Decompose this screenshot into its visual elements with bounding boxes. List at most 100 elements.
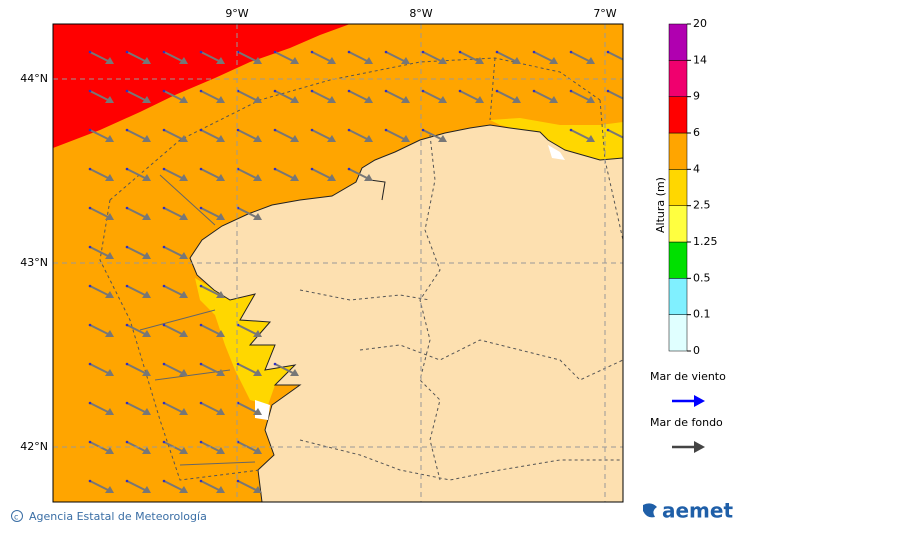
lon-label: 7°W (593, 7, 616, 20)
wind-dot (162, 245, 166, 249)
swell-arrow (163, 246, 185, 258)
swell-head (438, 135, 447, 142)
swell-arrow (126, 168, 148, 180)
swell-head (179, 252, 188, 259)
legend-label: Mar de fondo (650, 416, 723, 429)
swell-arrow (89, 363, 111, 375)
swell-head (142, 135, 151, 142)
colorbar-band (668, 314, 688, 352)
wind-dot (199, 89, 203, 93)
swell-head (216, 408, 225, 415)
colorbar-band (668, 132, 688, 170)
swell-head (105, 291, 114, 298)
swell-head (253, 57, 262, 64)
swell-head (179, 96, 188, 103)
swell-head (253, 408, 262, 415)
swell-arrow (163, 324, 185, 336)
swell-head (179, 213, 188, 220)
swell-arrow (607, 90, 623, 100)
swell-head (290, 96, 299, 103)
swell-head (105, 447, 114, 454)
swell-arrow (126, 90, 148, 102)
wind-dot (347, 50, 351, 54)
swell-arrow (126, 51, 148, 63)
colorbar-label: Altura (m) (654, 177, 667, 233)
wind-dot (421, 89, 425, 93)
swell-head (327, 57, 336, 64)
colorbar-tick-label: 0 (693, 344, 700, 357)
swell-arrow (89, 90, 111, 102)
swell-head (253, 135, 262, 142)
swell-arrow (163, 285, 185, 297)
map (53, 24, 632, 502)
colorbar-tick-label: 20 (693, 17, 707, 30)
swell-arrow (533, 90, 555, 102)
wind-dot (125, 50, 129, 54)
swell-arrow (237, 441, 259, 453)
swell-head (512, 96, 521, 103)
wind-dot (88, 128, 92, 132)
swell-arrow (126, 363, 148, 375)
swell-arrow (459, 51, 481, 63)
copyright-icon (11, 510, 23, 522)
swell-head (142, 174, 151, 181)
swell-head (253, 213, 262, 220)
wind-dot (88, 401, 92, 405)
wind-dot (125, 167, 129, 171)
swell-arrow (570, 129, 592, 141)
swell-arrow (533, 51, 555, 63)
colorbar-band (668, 96, 688, 134)
swell-head (142, 252, 151, 259)
swell-arrow (200, 51, 222, 63)
borders (99, 57, 623, 481)
swell-arrow (422, 90, 444, 102)
legend-arrowhead (694, 395, 705, 407)
wind-dot (384, 50, 388, 54)
swell-arrow (237, 480, 259, 492)
swell-head (623, 135, 632, 142)
wind-dot (569, 89, 573, 93)
logo-icon (643, 503, 657, 518)
wind-dot (125, 245, 129, 249)
wind-dot (310, 89, 314, 93)
swell-head (475, 96, 484, 103)
swell-arrow (422, 51, 444, 63)
swell-head (179, 330, 188, 337)
wind-dot (310, 50, 314, 54)
swell-arrow (163, 168, 185, 180)
swell-head (290, 174, 299, 181)
wind-dot (310, 167, 314, 171)
land (189, 124, 623, 502)
colorbar-tick-label: 4 (693, 162, 700, 175)
wind-dot (347, 89, 351, 93)
swell-head (586, 135, 595, 142)
lon-label: 9°W (225, 7, 248, 20)
wind-dot (162, 284, 166, 288)
swell-head (216, 174, 225, 181)
swell-arrow (126, 324, 148, 336)
swell-arrow (311, 90, 333, 102)
swell-arrow (200, 168, 222, 180)
wind-dot (199, 206, 203, 210)
colorbar-tick-label: 1.25 (693, 235, 718, 248)
swell-arrow (607, 51, 623, 61)
swell-head (216, 291, 225, 298)
wind-dot (199, 362, 203, 366)
wind-dot (88, 362, 92, 366)
colorbar: 0 0.1 0.5 1.25 2.5 4 6 9 14 20 (668, 17, 718, 357)
swell-head (142, 330, 151, 337)
wind-dot (125, 401, 129, 405)
swell-arrow (311, 51, 333, 63)
swell-arrow (200, 285, 222, 297)
wind-dot (125, 479, 129, 483)
swell-arrow (311, 168, 333, 180)
swell-arrow (200, 90, 222, 102)
swell-head (216, 447, 225, 454)
swell-head (105, 252, 114, 259)
wind-dot (162, 128, 166, 132)
colorbar-band (668, 60, 688, 97)
swell-head (216, 57, 225, 64)
wind-dot (458, 89, 462, 93)
wind-dot (162, 362, 166, 366)
wind-dot (199, 479, 203, 483)
